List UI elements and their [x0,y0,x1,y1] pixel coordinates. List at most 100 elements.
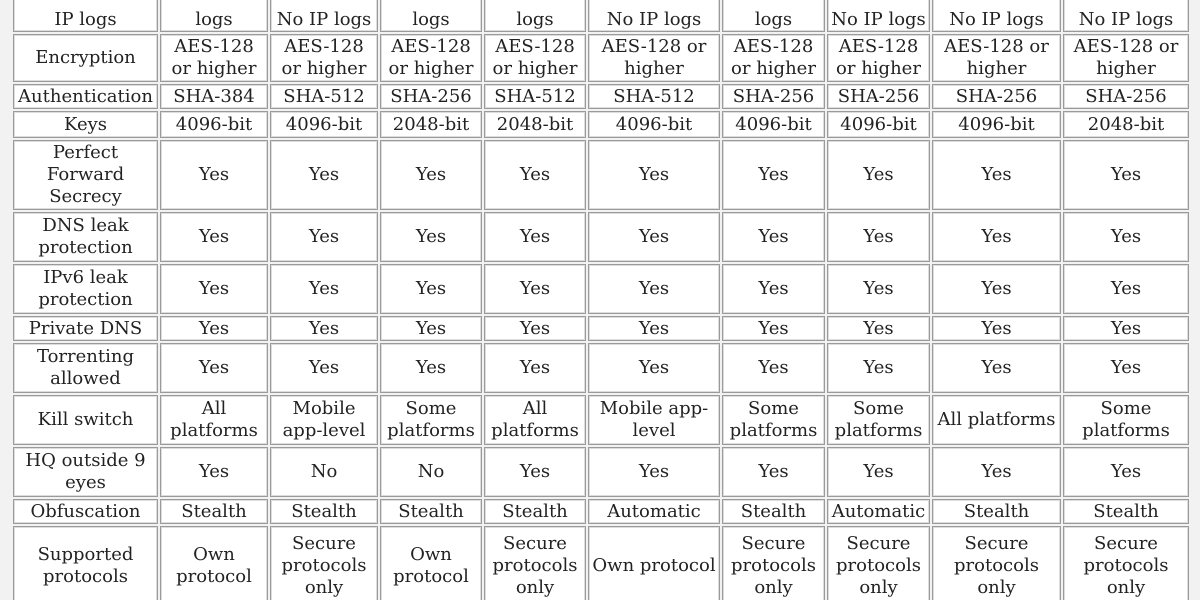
table-row: Obfuscation Stealth Stealth Stealth Stealth A… [13,499,1189,524]
table-cell: AES-128 or higher [827,34,930,82]
table-cell: Automatic [827,499,930,524]
table-cell: No IP logs [588,0,720,32]
table-cell: Yes [380,316,482,341]
table-cell: SHA-384 [160,84,268,109]
table-cell: Yes [932,264,1061,314]
table-cell: Yes [160,212,268,262]
table-cell: Secure protocols only [722,526,825,600]
table-row: Supported protocols Own protocol Secure pr… [13,526,1189,600]
table-row: DNS leak protection Yes Yes Yes Yes Yes Yes Yes… [13,212,1189,262]
table-row: Keys 4096-bit 4096-bit 2048-bit 2048-bit 4096… [13,111,1189,138]
table-cell: Yes [270,316,378,341]
table-cell: All platforms [484,395,586,445]
table-row: IP logs logs No IP logs logs logs No IP logs l… [13,0,1189,32]
table-cell: AES-128 or higher [270,34,378,82]
table-row: Torrenting allowed Yes Yes Yes Yes Yes Yes Yes Y… [13,343,1189,393]
table-cell: Yes [722,316,825,341]
table-cell: Yes [932,447,1061,497]
row-header: DNS leak protection [13,212,158,262]
row-header: Torrenting allowed [13,343,158,393]
table-cell: Yes [160,264,268,314]
table-cell: Some platforms [380,395,482,445]
table-cell: Yes [932,212,1061,262]
table-cell: Yes [827,316,930,341]
table-cell: No [380,447,482,497]
table-cell: AES-128 or higher [484,34,586,82]
table-cell: Yes [932,140,1061,210]
table-cell: Some platforms [1063,395,1189,445]
table-cell: Yes [160,140,268,210]
table-cell: Some platforms [827,395,930,445]
table-cell: Yes [588,264,720,314]
table-cell: Yes [827,140,930,210]
table-row: Authentication SHA-384 SHA-512 SHA-256 SHA-5… [13,84,1189,109]
table-row: Perfect Forward Secrecy Yes Yes Yes Yes Yes Ye… [13,140,1189,210]
table-cell: Yes [484,343,586,393]
table-cell: AES-128 or higher [380,34,482,82]
table-cell: No IP logs [932,0,1061,32]
table-cell: SHA-512 [588,84,720,109]
table-cell: Yes [484,447,586,497]
table-cell: Yes [160,447,268,497]
row-header: Encryption [13,34,158,82]
table-cell: Secure protocols only [270,526,378,600]
table-cell: Yes [484,264,586,314]
row-header: Private DNS [13,316,158,341]
table-cell: 4096-bit [722,111,825,138]
table-cell: No [270,447,378,497]
table-cell: Own protocol [380,526,482,600]
table-cell: logs [380,0,482,32]
table-cell: Yes [827,447,930,497]
table-cell: No IP logs [1063,0,1189,32]
table-cell: Own protocol [160,526,268,600]
row-header: HQ outside 9 eyes [13,447,158,497]
comparison-table: IP logs logs No IP logs logs logs No IP logs l… [11,0,1191,600]
table-row: HQ outside 9 eyes Yes No No Yes Yes Yes Yes Yes Y… [13,447,1189,497]
table-cell: logs [722,0,825,32]
table-cell: Yes [484,316,586,341]
table-cell: 2048-bit [484,111,586,138]
table-cell: Yes [270,343,378,393]
table-cell: Some platforms [722,395,825,445]
table-cell: Yes [827,212,930,262]
table-cell: Yes [1063,343,1189,393]
table-cell: SHA-512 [484,84,586,109]
table-cell: 4096-bit [160,111,268,138]
table-cell: Stealth [160,499,268,524]
table-cell: Yes [270,140,378,210]
table-cell: 4096-bit [270,111,378,138]
table-cell: Secure protocols only [827,526,930,600]
table-cell: Yes [588,212,720,262]
table-cell: Stealth [380,499,482,524]
table-cell: Yes [160,316,268,341]
table-cell: All platforms [160,395,268,445]
table-cell: SHA-256 [1063,84,1189,109]
table-cell: SHA-512 [270,84,378,109]
table-cell: Stealth [722,499,825,524]
table-cell: AES-128 or higher [588,34,720,82]
table-row: Encryption AES-128 or higher AES-128 or hi… [13,34,1189,82]
table-cell: No IP logs [270,0,378,32]
table-cell: Yes [932,343,1061,393]
table-cell: Stealth [1063,499,1189,524]
table-cell: AES-128 or higher [722,34,825,82]
table-cell: AES-128 or higher [160,34,268,82]
table-cell: SHA-256 [722,84,825,109]
table-cell: Stealth [932,499,1061,524]
table-cell: Yes [722,343,825,393]
table-cell: 2048-bit [380,111,482,138]
table-cell: Stealth [270,499,378,524]
row-header: Perfect Forward Secrecy [13,140,158,210]
table-cell: 2048-bit [1063,111,1189,138]
table-cell: Secure protocols only [932,526,1061,600]
table-cell: AES-128 or higher [1063,34,1189,82]
table-cell: Yes [270,212,378,262]
table-cell: 4096-bit [932,111,1061,138]
row-header: Authentication [13,84,158,109]
row-header: IP logs [13,0,158,32]
row-header: Kill switch [13,395,158,445]
table-cell: Yes [932,316,1061,341]
table-cell: Yes [380,264,482,314]
